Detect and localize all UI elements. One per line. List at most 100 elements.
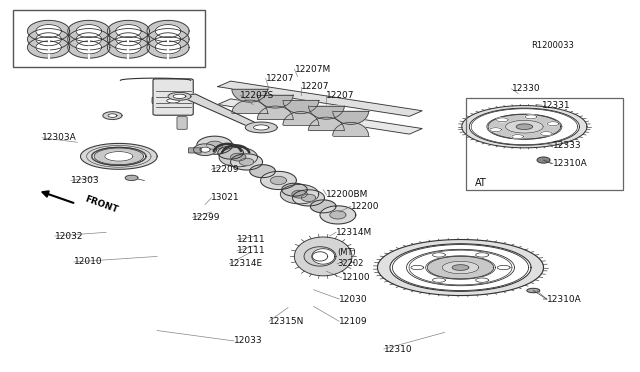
FancyBboxPatch shape xyxy=(13,10,205,67)
Polygon shape xyxy=(292,190,324,206)
Text: 12109: 12109 xyxy=(339,317,368,326)
Polygon shape xyxy=(36,33,61,46)
Text: FRONT: FRONT xyxy=(84,195,119,215)
Polygon shape xyxy=(108,20,150,42)
Polygon shape xyxy=(250,165,275,178)
Text: 12111: 12111 xyxy=(237,235,266,244)
Polygon shape xyxy=(36,25,61,38)
Polygon shape xyxy=(320,206,356,224)
Text: 12207: 12207 xyxy=(266,74,294,83)
Polygon shape xyxy=(245,122,277,133)
Polygon shape xyxy=(108,29,150,50)
Polygon shape xyxy=(506,121,543,133)
Text: 12333: 12333 xyxy=(553,141,582,150)
Polygon shape xyxy=(433,253,445,257)
Polygon shape xyxy=(173,94,186,99)
FancyBboxPatch shape xyxy=(177,117,187,129)
Polygon shape xyxy=(283,100,319,113)
Polygon shape xyxy=(230,153,246,161)
Polygon shape xyxy=(409,250,512,285)
Polygon shape xyxy=(490,128,501,132)
Polygon shape xyxy=(428,256,493,279)
Text: 12331: 12331 xyxy=(542,101,571,110)
Polygon shape xyxy=(333,122,369,136)
Text: 12200: 12200 xyxy=(351,202,379,211)
Polygon shape xyxy=(308,106,344,119)
Text: 12207: 12207 xyxy=(301,82,330,91)
Polygon shape xyxy=(282,183,307,196)
Polygon shape xyxy=(232,89,268,102)
Polygon shape xyxy=(442,262,479,274)
Text: 12207: 12207 xyxy=(326,91,355,100)
Polygon shape xyxy=(68,37,110,58)
Polygon shape xyxy=(68,29,110,50)
Polygon shape xyxy=(28,20,70,42)
Polygon shape xyxy=(257,106,293,119)
Polygon shape xyxy=(147,37,189,58)
Polygon shape xyxy=(116,33,141,46)
Polygon shape xyxy=(308,117,344,131)
Polygon shape xyxy=(147,29,189,50)
Polygon shape xyxy=(218,99,422,134)
Polygon shape xyxy=(207,141,223,149)
Polygon shape xyxy=(156,41,180,54)
Polygon shape xyxy=(497,265,510,270)
Polygon shape xyxy=(147,20,189,42)
Polygon shape xyxy=(462,106,587,148)
Text: 12299: 12299 xyxy=(192,213,221,222)
Text: 12033: 12033 xyxy=(234,336,262,346)
Polygon shape xyxy=(260,171,296,189)
Polygon shape xyxy=(108,114,117,118)
Text: 12310A: 12310A xyxy=(553,159,588,168)
Polygon shape xyxy=(452,265,468,270)
Polygon shape xyxy=(105,152,133,161)
Polygon shape xyxy=(92,147,146,166)
Text: 12111: 12111 xyxy=(237,246,266,255)
Text: 12310A: 12310A xyxy=(547,295,582,304)
Polygon shape xyxy=(156,33,180,46)
Polygon shape xyxy=(125,175,138,180)
Text: 12315N: 12315N xyxy=(269,317,304,326)
Polygon shape xyxy=(36,41,61,54)
Polygon shape xyxy=(253,125,269,130)
Polygon shape xyxy=(179,94,266,129)
Polygon shape xyxy=(426,256,495,279)
Polygon shape xyxy=(219,147,257,167)
Text: AT: AT xyxy=(474,178,486,188)
Polygon shape xyxy=(406,249,515,286)
Text: 12030: 12030 xyxy=(339,295,368,304)
Text: 12010: 12010 xyxy=(74,257,103,266)
Polygon shape xyxy=(541,132,552,135)
Polygon shape xyxy=(218,146,243,159)
Polygon shape xyxy=(167,99,179,103)
Polygon shape xyxy=(312,248,335,264)
Polygon shape xyxy=(310,200,336,213)
Polygon shape xyxy=(193,144,216,155)
Text: 32202: 32202 xyxy=(337,259,364,268)
Polygon shape xyxy=(527,288,540,293)
Polygon shape xyxy=(108,37,150,58)
Polygon shape xyxy=(392,244,529,291)
Polygon shape xyxy=(271,176,287,185)
Polygon shape xyxy=(433,278,445,282)
Polygon shape xyxy=(304,247,336,266)
Polygon shape xyxy=(512,135,524,138)
Polygon shape xyxy=(525,115,537,119)
Polygon shape xyxy=(230,154,262,170)
Text: 12314M: 12314M xyxy=(336,228,372,237)
Polygon shape xyxy=(257,95,293,108)
Text: 12207M: 12207M xyxy=(294,65,331,74)
Polygon shape xyxy=(156,25,180,38)
Polygon shape xyxy=(232,100,268,113)
Text: 12310: 12310 xyxy=(384,344,413,353)
Polygon shape xyxy=(116,41,141,54)
Polygon shape xyxy=(476,253,488,257)
FancyBboxPatch shape xyxy=(152,97,194,104)
Text: 12314E: 12314E xyxy=(229,259,264,268)
Polygon shape xyxy=(476,278,488,282)
Polygon shape xyxy=(103,112,122,119)
Text: 12100: 12100 xyxy=(342,273,371,282)
Text: 12209: 12209 xyxy=(211,165,240,174)
Text: 12032: 12032 xyxy=(55,231,83,241)
Polygon shape xyxy=(116,25,141,38)
